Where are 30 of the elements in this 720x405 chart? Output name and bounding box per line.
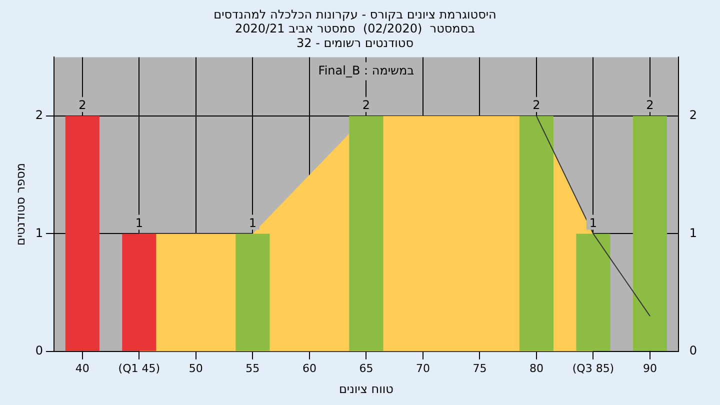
x-tick-label: (Q3 85) xyxy=(572,362,614,375)
data-label: 1 xyxy=(248,216,257,230)
x-tick-label: (Q1 45) xyxy=(118,362,160,375)
y2-tick-label: 2 xyxy=(689,108,698,122)
x-tick-label: 90 xyxy=(642,362,657,375)
x-axis-title: טווח ציונים xyxy=(338,382,394,396)
data-label: 1 xyxy=(135,216,143,230)
y-tick-label: 1 xyxy=(35,226,44,240)
x-tick-label: 60 xyxy=(302,362,316,375)
data-label: 2 xyxy=(78,98,86,112)
x-tick-label: 70 xyxy=(416,362,430,375)
x-tick-label: 40 xyxy=(75,362,90,375)
x-tick-label: 65 xyxy=(359,362,374,375)
data-label: 2 xyxy=(532,98,540,112)
x-tick-label: 50 xyxy=(188,362,203,375)
y-axis-title: מספר סטודנטים xyxy=(13,162,28,246)
y-tick-label: 2 xyxy=(35,108,44,122)
text: היסטוגרמת ציונים בקורס - עקרונות הכלכלה למהנדסים xyxy=(214,7,496,22)
y-tick-label: 0 xyxy=(35,344,44,358)
y2-tick-label: 1 xyxy=(689,226,698,240)
annotation: במשימה : Final_B xyxy=(318,63,414,78)
data-label: 2 xyxy=(646,98,654,112)
y2-tick-label: 0 xyxy=(689,344,698,358)
data-label: 1 xyxy=(589,216,598,230)
x-tick-label: 80 xyxy=(529,362,544,375)
text: בסמסטר (02/2020) סמסטר אביב 2020/21 xyxy=(234,22,476,36)
data-label: 2 xyxy=(362,98,370,112)
x-tick-label: 55 xyxy=(246,362,260,375)
x-tick-label: 75 xyxy=(472,362,487,375)
text: סטודנטים רשומים - 32 xyxy=(296,36,414,50)
